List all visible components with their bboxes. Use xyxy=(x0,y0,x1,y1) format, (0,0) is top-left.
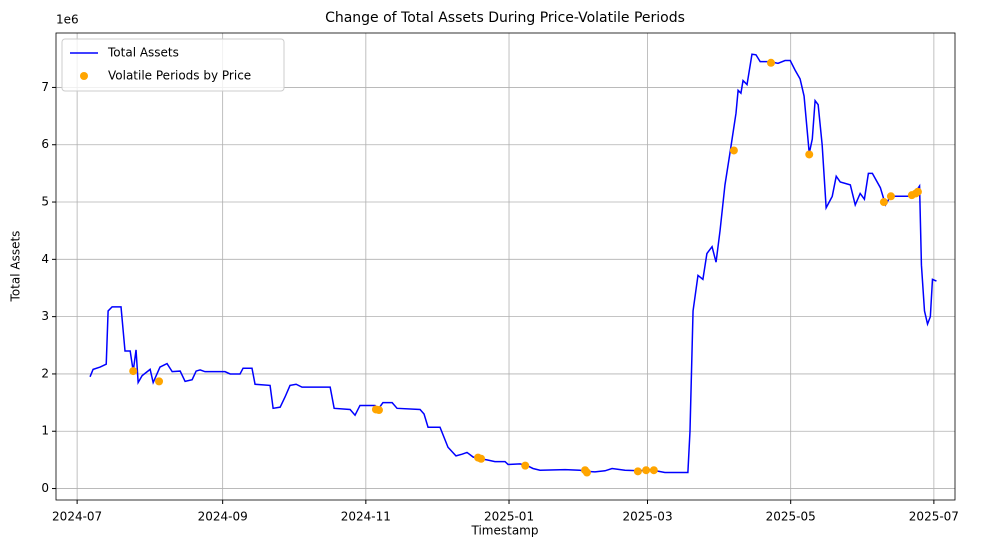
legend-box xyxy=(61,38,285,92)
x-tick-label: 2025-01 xyxy=(484,510,534,524)
y-tick-label: 1 xyxy=(41,424,49,438)
y-tick-label: 6 xyxy=(41,137,49,151)
legend-swatch xyxy=(80,72,88,80)
scatter-point xyxy=(886,192,895,201)
plot-frame xyxy=(55,32,956,501)
scatter-point xyxy=(477,454,486,463)
y-tick-label: 0 xyxy=(41,481,49,495)
scatter-point xyxy=(582,468,591,477)
scatter-point xyxy=(879,198,888,207)
x-tick-label: 2024-11 xyxy=(341,510,391,524)
scatter-point xyxy=(642,466,651,475)
x-tick-label: 2025-05 xyxy=(766,510,816,524)
scatter-point xyxy=(521,461,530,470)
x-tick-label: 2024-09 xyxy=(198,510,248,524)
y-tick-label: 3 xyxy=(41,309,49,323)
line xyxy=(89,53,937,474)
x-tick-label: 2025-03 xyxy=(622,510,672,524)
legend-label: Total Assets xyxy=(107,46,179,60)
scatter-point xyxy=(633,467,642,476)
legend: Total Assets Volatile Periods by Price xyxy=(61,38,285,92)
y-tick-label: 2 xyxy=(41,366,49,380)
scatter-point xyxy=(129,367,138,376)
chart-title: Change of Total Assets During Price-Vola… xyxy=(325,10,685,26)
scatter-point xyxy=(155,377,164,386)
y-axis-label: Total Assets xyxy=(9,231,23,303)
scatter-point xyxy=(766,58,775,67)
y-tick-label: 7 xyxy=(41,80,49,94)
x-tick-label: 2024-07 xyxy=(52,510,102,524)
scatter-point xyxy=(374,406,383,415)
x-axis-label: Timestamp xyxy=(471,524,539,538)
legend-label: Volatile Periods by Price xyxy=(108,69,251,83)
scatter-point xyxy=(649,466,658,475)
x-tick-label: 2025-07 xyxy=(909,510,959,524)
scatter-point xyxy=(805,150,814,159)
scatter-point xyxy=(729,146,738,155)
scatter-point xyxy=(913,187,922,196)
y-tick-label: 5 xyxy=(41,195,49,209)
y-offset-text: 1e6 xyxy=(56,13,79,27)
y-tick-label: 4 xyxy=(41,252,49,266)
